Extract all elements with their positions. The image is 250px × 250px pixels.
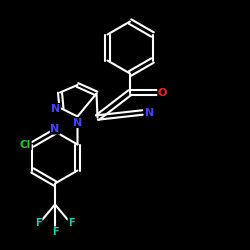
Text: O: O <box>158 88 167 98</box>
Text: N: N <box>73 118 82 128</box>
Text: F: F <box>52 227 58 237</box>
Text: F: F <box>35 218 42 228</box>
Text: N: N <box>145 108 154 118</box>
Text: N: N <box>50 124 60 134</box>
Text: N: N <box>51 104 60 114</box>
Text: Cl: Cl <box>20 140 31 149</box>
Text: F: F <box>68 218 75 228</box>
